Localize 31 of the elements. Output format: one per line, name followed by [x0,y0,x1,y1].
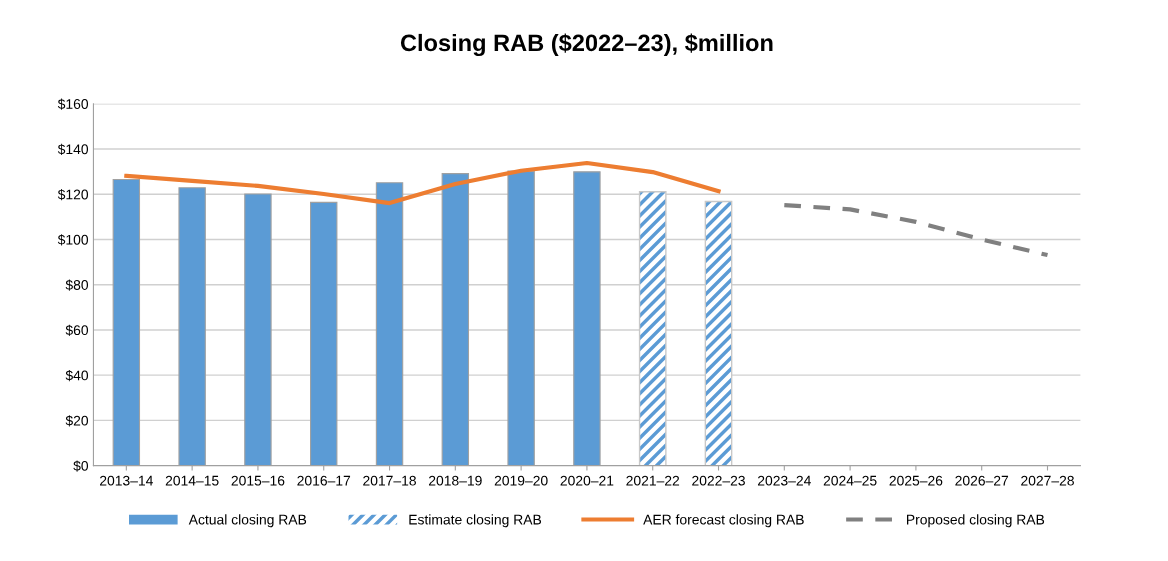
legend-label: Actual closing RAB [188,514,307,528]
legend-label: AER forecast closing RAB [643,514,804,528]
x-tick-label: 2018–19 [428,475,482,486]
x-tick-label: 2013–14 [100,475,153,486]
y-tick-label: $120 [57,189,89,201]
chart-title: Closing RAB ($2022–23), $million [400,33,773,57]
y-tick-label: $60 [65,324,89,336]
legend-label: Estimate closing RAB [409,514,542,528]
x-tick-label: 2026–27 [955,475,1009,486]
x-tick-label: 2025–26 [889,475,943,486]
x-tick-label: 2022–23 [692,475,745,486]
x-tick-label: 2020–21 [560,475,614,486]
line-series [124,160,721,206]
y-tick-label: $40 [65,369,89,382]
legend-label: Proposed closing RAB [907,514,1045,528]
y-tick-label: $100 [57,234,89,246]
y-tick-label: $80 [65,279,89,291]
y-tick-label: $0 [73,460,89,472]
x-tick-label: 2023–24 [757,475,811,486]
x-tick-label: 2017–18 [363,475,416,486]
y-tick-label: $160 [57,98,89,110]
x-tick-label: 2014–15 [165,475,219,486]
x-tick-label: 2016–17 [297,475,351,486]
x-tick-label: 2019–20 [494,475,548,486]
y-tick-label: $140 [57,143,89,156]
x-tick-label: 2015–16 [231,475,285,486]
x-tick-label: 2024–25 [823,475,877,486]
x-tick-label: 2021–22 [626,475,680,486]
line-series [782,203,1050,258]
x-tick-label: 2027–28 [1021,475,1074,486]
y-tick-label: $20 [65,415,89,427]
